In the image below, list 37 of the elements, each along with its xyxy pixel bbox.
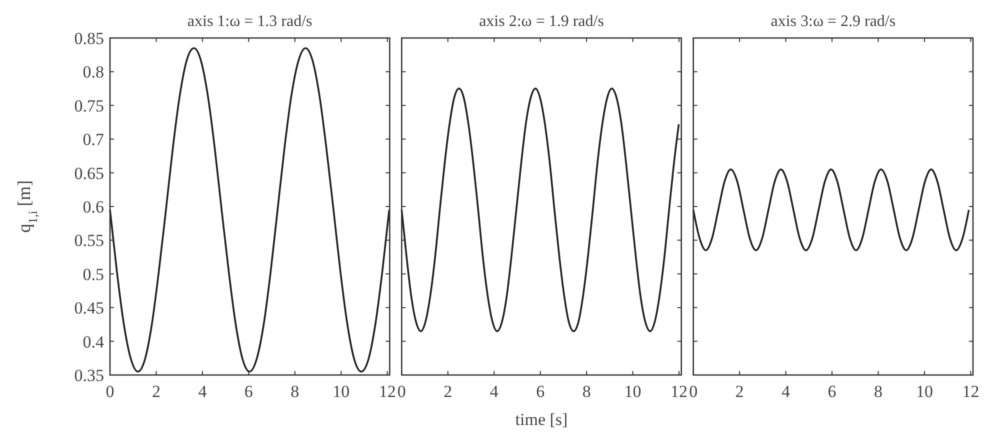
x-tick-label: 8 bbox=[874, 382, 882, 401]
x-tick-label: 12 bbox=[670, 382, 688, 401]
x-tick-label: 2 bbox=[735, 382, 744, 401]
y-tick-label: 0.7 bbox=[82, 130, 104, 150]
x-tick-label: 12 bbox=[962, 382, 980, 401]
y-tick-label: 0.8 bbox=[82, 62, 104, 82]
x-tick-label: 6 bbox=[536, 382, 545, 401]
y-tick-label: 0.55 bbox=[74, 231, 104, 250]
x-tick-label: 0 bbox=[106, 382, 114, 401]
y-tick-label: 0.85 bbox=[74, 29, 104, 48]
y-tick-label: 0.4 bbox=[82, 332, 104, 352]
x-tick-label: 4 bbox=[198, 382, 208, 401]
x-tick-label: 0 bbox=[397, 382, 406, 401]
y-tick-label: 0.65 bbox=[74, 164, 104, 183]
x-tick-label: 2 bbox=[444, 382, 452, 401]
x-tick-label: 0 bbox=[689, 382, 698, 401]
x-tick-label: 8 bbox=[582, 382, 591, 401]
x-tick-label: 6 bbox=[244, 382, 253, 401]
y-tick-label: 0.35 bbox=[74, 366, 104, 385]
x-tick-label: 8 bbox=[290, 382, 300, 401]
line-series bbox=[109, 47, 390, 373]
x-tick-label: 4 bbox=[490, 382, 499, 401]
y-tick-label: 0.75 bbox=[74, 96, 104, 116]
x-tick-label: 10 bbox=[916, 382, 933, 401]
x-axis-title: time [s] bbox=[515, 410, 568, 429]
chart-title: axis 3:ω = 2.9 rad/s bbox=[770, 13, 896, 30]
y-tick-label: 0.6 bbox=[82, 198, 104, 216]
x-tick-label: 10 bbox=[332, 382, 350, 401]
x-tick-label: 2 bbox=[152, 382, 160, 401]
y-tick-label: 0.5 bbox=[82, 264, 104, 284]
x-tick-label: 12 bbox=[378, 382, 396, 401]
y-tick-label: 0.45 bbox=[74, 298, 104, 318]
x-tick-label: 10 bbox=[624, 382, 642, 401]
x-tick-label: 6 bbox=[828, 382, 836, 401]
chart-title: axis 1:ω = 1.3 rad/s bbox=[187, 13, 312, 30]
x-tick-label: 4 bbox=[782, 382, 791, 401]
chart-title: axis 2:ω = 1.9 rad/s bbox=[479, 13, 604, 30]
